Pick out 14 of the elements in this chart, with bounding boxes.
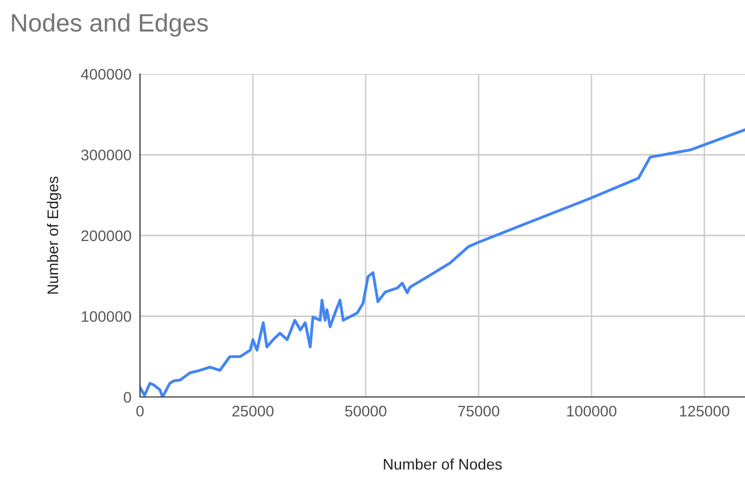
y-tick-label: 0	[124, 392, 132, 403]
x-tick-label: 0	[136, 406, 144, 417]
y-axis-title: Number of Edges	[47, 176, 62, 294]
y-tick-label: 200000	[81, 230, 132, 242]
x-tick-label: 25000	[232, 406, 274, 417]
chart-title: Nodes and Edges	[12, 13, 208, 37]
y-tick-label: 300000	[81, 150, 132, 160]
x-axis-title: Number of Nodes	[384, 458, 502, 470]
x-tick-label: 125000	[680, 406, 730, 417]
y-tick-label: 100000	[82, 311, 132, 322]
x-tick-label: 100000	[567, 406, 616, 417]
x-tick-label: 50000	[345, 406, 386, 417]
x-tick-label: 75000	[458, 406, 500, 417]
y-tick-label: 400000	[81, 68, 132, 80]
